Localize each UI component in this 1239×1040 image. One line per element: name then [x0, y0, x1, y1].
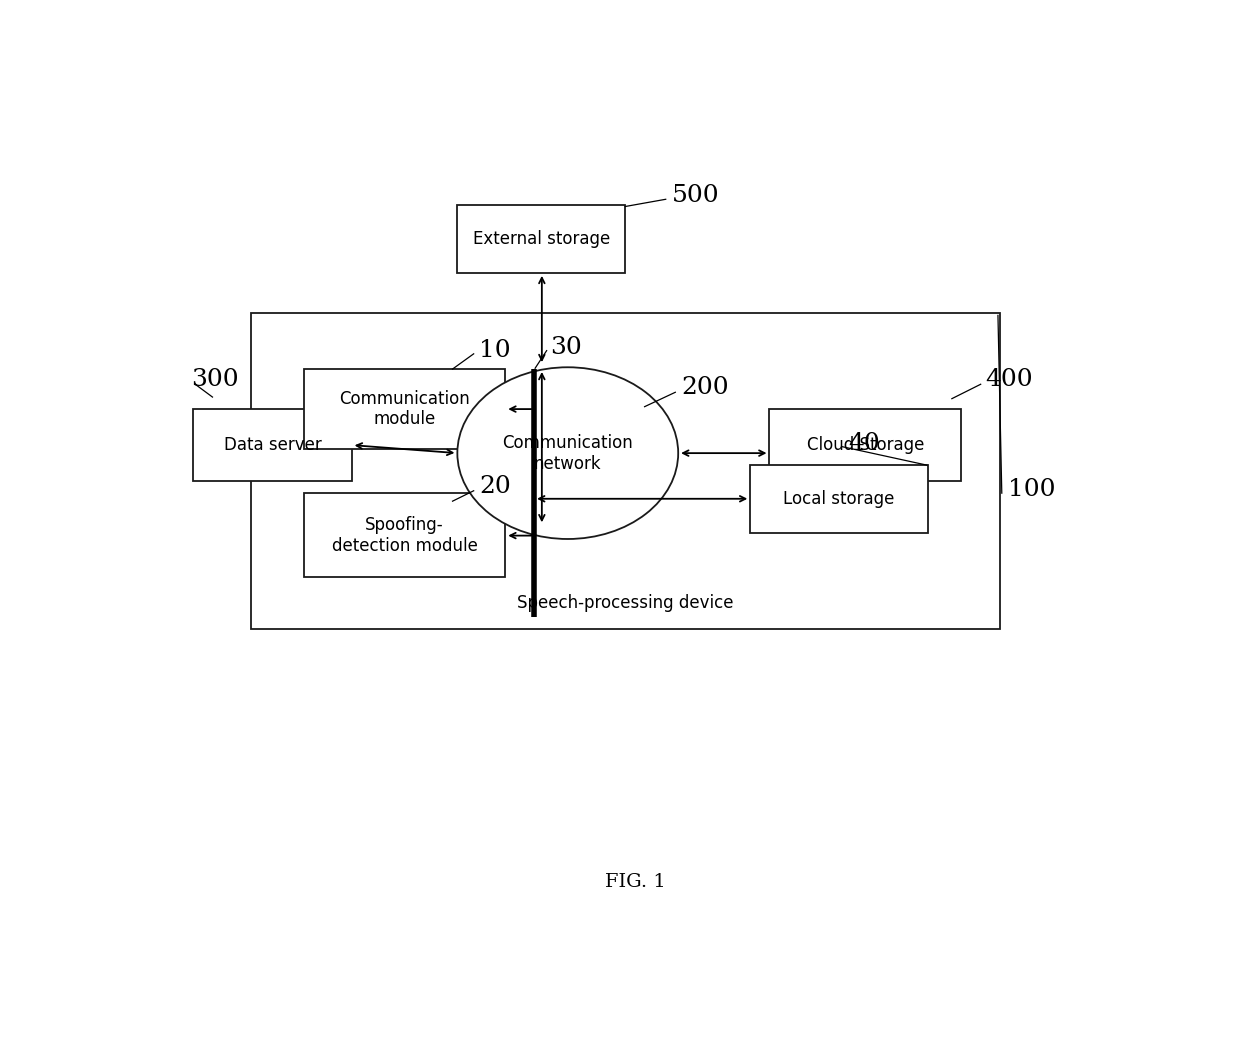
Bar [304, 369, 506, 449]
Text: FIG. 1: FIG. 1 [605, 873, 665, 890]
Text: External storage: External storage [473, 230, 610, 248]
Text: 400: 400 [985, 368, 1033, 391]
Text: Communication
module: Communication module [339, 390, 470, 428]
Text: Spoofing-
detection module: Spoofing- detection module [332, 516, 477, 554]
Text: 30: 30 [550, 336, 582, 359]
Bar [193, 409, 352, 482]
Text: 300: 300 [191, 368, 239, 391]
Text: Cloud Storage: Cloud Storage [807, 436, 924, 454]
Ellipse shape [457, 367, 678, 539]
Bar [457, 205, 626, 272]
Bar [769, 409, 961, 482]
Text: 20: 20 [479, 475, 512, 498]
Bar [751, 465, 928, 534]
Text: Speech-processing device: Speech-processing device [517, 594, 733, 612]
Bar [250, 313, 1000, 629]
Text: Data server: Data server [223, 436, 321, 454]
Text: 40: 40 [849, 432, 880, 456]
Text: 10: 10 [479, 339, 510, 362]
Text: 500: 500 [672, 184, 719, 207]
Text: Local storage: Local storage [783, 490, 895, 509]
Bar [304, 493, 506, 577]
Text: Communication
network: Communication network [502, 434, 633, 472]
Text: 100: 100 [1007, 477, 1056, 500]
Text: 200: 200 [681, 376, 729, 399]
